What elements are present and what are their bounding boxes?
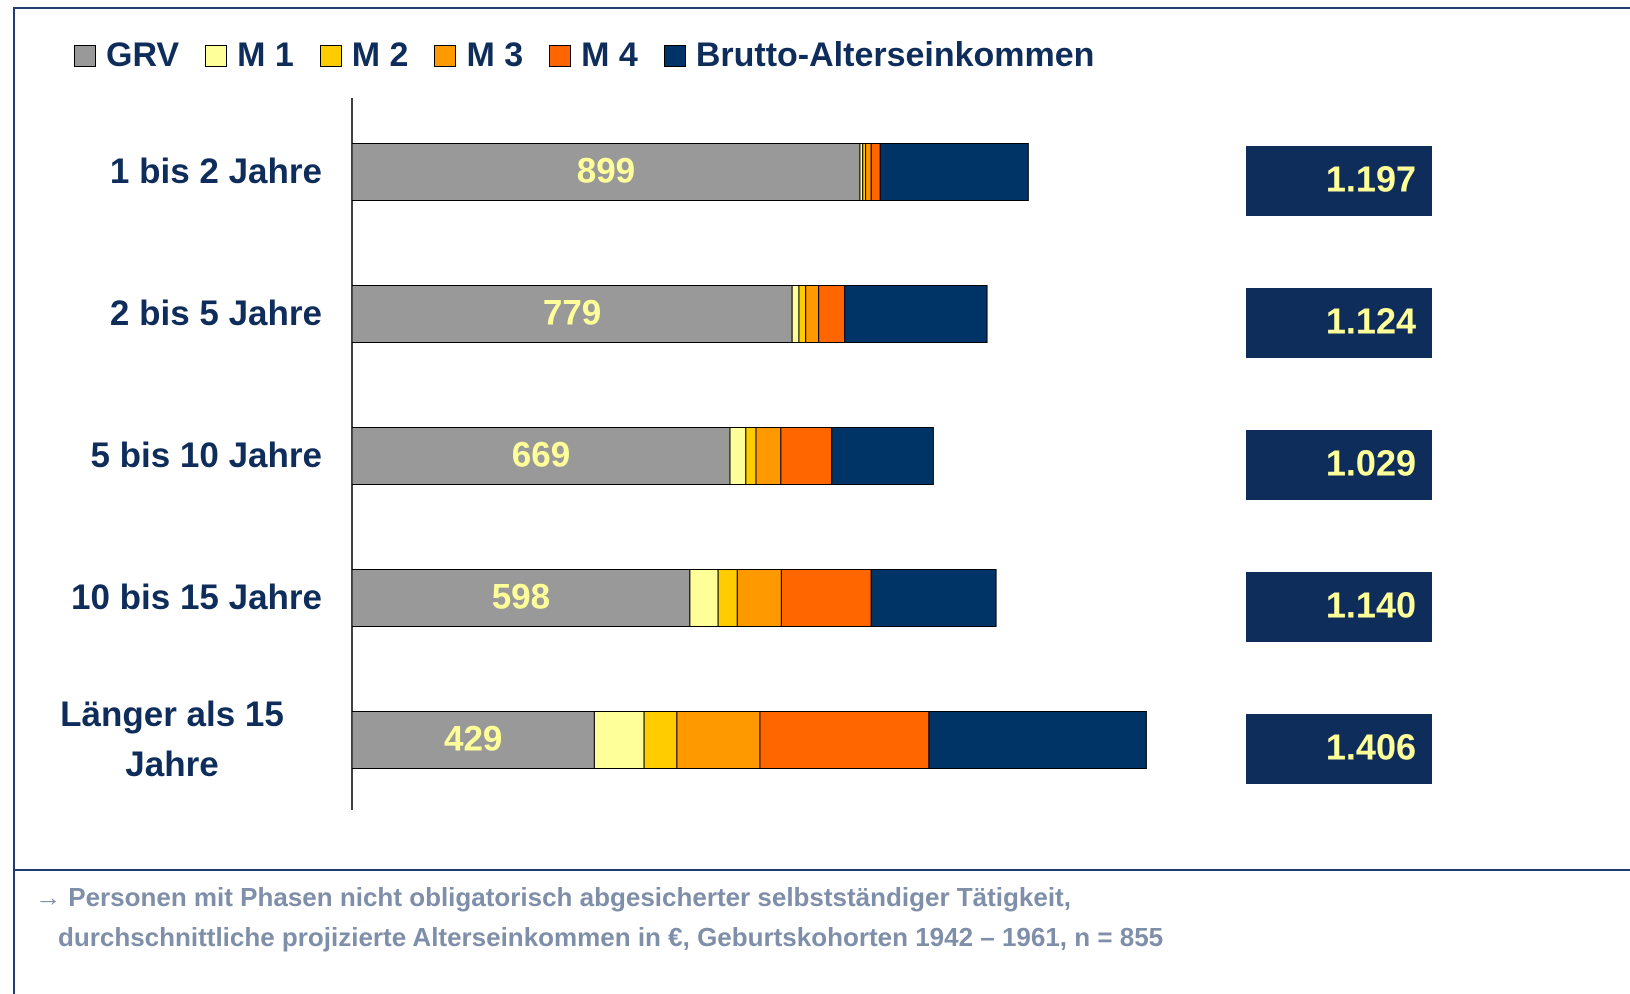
- legend-item: M 2: [319, 36, 409, 75]
- bar-segment: [729, 427, 747, 485]
- category-label: 2 bis 5 Jahre: [109, 294, 322, 333]
- total-box: [1246, 288, 1432, 358]
- category-label: 5 bis 10 Jahre: [90, 436, 322, 475]
- total-label: 1.124: [1326, 301, 1416, 342]
- data-label: 899: [577, 151, 635, 190]
- bar-segment: [870, 569, 997, 627]
- total-label: 1.197: [1326, 159, 1416, 200]
- legend-item: GRV: [74, 36, 179, 75]
- data-label: 429: [444, 719, 502, 758]
- total-box: [1246, 714, 1432, 784]
- bar-segment: [870, 143, 881, 201]
- legend-item: M 1: [205, 36, 294, 75]
- bar-segment: [676, 711, 761, 769]
- total-box: [1246, 146, 1432, 216]
- bar-segment: [755, 427, 782, 485]
- total-label: 1.140: [1326, 585, 1416, 626]
- bar-segment: [791, 285, 800, 343]
- bar-segment: [879, 143, 1029, 201]
- footnote: → Personen mit Phasen nicht obligatorisc…: [35, 882, 1071, 912]
- legend-label: GRV: [106, 36, 180, 74]
- legend-label: M 2: [351, 36, 409, 74]
- bar-segment: [745, 427, 757, 485]
- total-label: 1.406: [1326, 727, 1416, 768]
- bar-segment: [865, 143, 872, 201]
- legend-swatch: [74, 44, 96, 67]
- total-box: [1246, 430, 1432, 500]
- data-label: 598: [492, 577, 550, 616]
- legend-label: M 1: [237, 36, 294, 74]
- legend-swatch: [205, 44, 228, 67]
- legend-swatch: [549, 44, 572, 67]
- bar-segment: [844, 285, 988, 343]
- bar-segment: [351, 569, 691, 627]
- bar-segment: [831, 427, 934, 485]
- bar-segment: [780, 569, 872, 627]
- legend-swatch: [663, 44, 686, 67]
- bar-segment: [818, 285, 846, 343]
- bar-segment: [593, 711, 645, 769]
- data-label: 669: [512, 435, 570, 474]
- legend-label: M 3: [466, 36, 524, 74]
- legend: GRV M 1 M 2 M 3 M 4 Brutto-Alterseinkommen: [74, 36, 1094, 75]
- legend-label: Brutto-Alterseinkommen: [695, 36, 1095, 74]
- legend-item: Brutto-Alterseinkommen: [663, 36, 1095, 75]
- legend-item: M 3: [434, 36, 523, 75]
- bar-segment: [717, 569, 738, 627]
- data-label: 779: [543, 293, 601, 332]
- bar-segment: [643, 711, 678, 769]
- legend-swatch: [434, 44, 457, 67]
- bar-segment: [736, 569, 782, 627]
- bar-segment: [351, 427, 731, 485]
- bar-segment: [780, 427, 833, 485]
- legend-label: M 4: [581, 36, 638, 74]
- bar-segment: [928, 711, 1147, 769]
- bar-segment: [351, 143, 861, 201]
- footnote: durchschnittliche projizierte Alterseink…: [58, 922, 1164, 952]
- bar-segment: [798, 285, 807, 343]
- bar-segment: [759, 711, 930, 769]
- total-label: 1.029: [1326, 443, 1416, 484]
- frame: [13, 7, 1630, 994]
- bar-segment: [805, 285, 820, 343]
- category-label: 10 bis 15 Jahre: [71, 578, 322, 617]
- category-label: 1 bis 2 Jahre: [109, 152, 322, 191]
- legend-swatch: [319, 44, 342, 67]
- legend-item: M 4: [549, 36, 638, 75]
- total-box: [1246, 572, 1432, 642]
- category-label: Länger als 15 Jahre: [60, 695, 284, 784]
- bar-segment: [689, 569, 719, 627]
